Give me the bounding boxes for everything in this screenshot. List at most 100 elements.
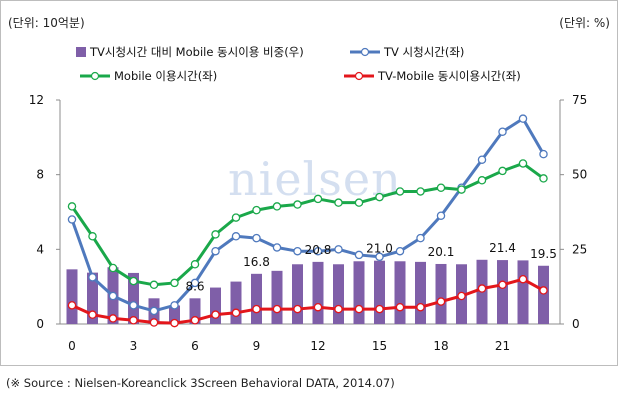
line-tv-time-point: [67, 215, 77, 224]
line-tv-time-point: [231, 232, 241, 241]
line-tv-mobile-time-point: [231, 308, 241, 318]
line-tv-time-point: [334, 245, 343, 254]
line-mobile-time-point: [477, 176, 487, 185]
bar-data-label: 8.6: [185, 279, 204, 293]
line-mobile-time-point: [539, 174, 548, 183]
line-tv-time-point: [293, 246, 302, 256]
left-tick-label: 0: [36, 317, 44, 331]
line-tv-time-point: [108, 291, 118, 301]
line-mobile-time-point: [375, 192, 384, 202]
bar-mobile-share: [169, 305, 180, 324]
bar-mobile-share: [394, 261, 406, 324]
line-tv-mobile-time-point: [170, 318, 179, 328]
bar-mobile-share: [415, 261, 426, 324]
line-mobile-time-point: [67, 202, 77, 211]
bar-mobile-share: [292, 264, 303, 324]
line-tv-time-point: [436, 211, 446, 220]
x-tick-label: 9: [253, 339, 261, 353]
left-tick-label: 12: [29, 93, 44, 107]
bar-mobile-share: [210, 287, 221, 324]
right-tick-label: 0: [572, 317, 580, 331]
line-mobile-time-point: [211, 230, 220, 239]
line-mobile-time-point: [129, 276, 138, 286]
chart-frame: [0, 0, 618, 366]
bar-mobile-share: [353, 261, 365, 324]
bar-mobile-share: [517, 260, 529, 324]
line-mobile-time-point: [293, 200, 302, 209]
line-mobile-time-point: [334, 198, 343, 207]
bar-data-label: 16.8: [243, 255, 270, 269]
line-tv-mobile-time-point: [395, 302, 405, 312]
line-mobile-time-point: [457, 185, 466, 194]
line-mobile-time-point: [108, 263, 118, 273]
line-tv-mobile-time-point: [457, 291, 466, 301]
line-tv-mobile-time-point: [272, 304, 282, 314]
line-tv-time-point: [88, 273, 97, 282]
line-tv-time-point: [190, 278, 200, 288]
legend-item-both: TV-Mobile 동시이용시간(좌): [344, 68, 521, 84]
line-mobile-time-point: [395, 187, 405, 196]
line-tv-mobile-time-point: [190, 316, 200, 325]
bar-mobile-share: [66, 269, 78, 324]
line-tv-time-point: [477, 155, 487, 164]
line-tv-mobile-time-point: [293, 304, 302, 314]
bar-mobile-share: [189, 298, 201, 324]
bar-data-label: 20.1: [428, 245, 455, 259]
line-tv-time-point: [354, 250, 364, 260]
line-tv-time-point: [375, 252, 384, 262]
line-mobile-time-point: [416, 187, 425, 196]
line-tv-mobile-time-point: [518, 274, 528, 284]
legend-label: TV 시청시간(좌): [384, 45, 465, 59]
bar-mobile-share: [374, 260, 385, 324]
x-tick-label: 6: [191, 339, 199, 353]
bar-mobile-share: [435, 263, 447, 324]
line-tv-mobile-time-point: [149, 318, 159, 327]
line-tv-mobile-time-point: [211, 310, 220, 319]
line-mobile-time-point: [252, 205, 261, 215]
legend-item-tv: TV 시청시간(좌): [350, 44, 464, 60]
x-tick-label: 21: [495, 339, 510, 353]
bar-mobile-share: [538, 265, 549, 324]
bar-data-label: 21.4: [489, 241, 516, 255]
line-mobile-time-point: [313, 194, 323, 204]
combo-chart: 0 4 8 12 0 25 50 75 0 3 6 9 12 15 18 21 8.6 16.8 20.8 21.0 2…: [29, 93, 588, 353]
legend-label: Mobile 이용시간(좌): [114, 69, 218, 83]
legend-both-swatch: [344, 71, 374, 81]
line-mobile-time-point: [436, 183, 446, 192]
bar-data-label: 19.5: [530, 247, 557, 261]
bar-mobile-share: [333, 264, 344, 324]
line-tv-time-point: [498, 127, 507, 136]
line-tv-mobile-time: [71, 277, 545, 325]
line-mobile-time-point: [272, 202, 282, 211]
bar-mobile-share: [230, 281, 242, 324]
x-tick-label: 15: [372, 339, 387, 353]
line-tv-mobile-time-point: [129, 316, 138, 325]
line-mobile-time-point: [518, 159, 528, 168]
line-tv-mobile-time-point: [354, 304, 364, 314]
right-axis-unit: (단위: %): [559, 16, 610, 30]
bar-data-label: 21.0: [366, 242, 393, 256]
line-tv-mobile-time-point: [436, 297, 446, 306]
right-tick-label: 75: [572, 93, 587, 107]
line-tv-mobile-time-point: [375, 304, 384, 314]
line-tv-mobile-time-point: [334, 304, 343, 314]
bar-mobile-share: [497, 260, 508, 324]
source-note: (※ Source : Nielsen-Koreanclick 3Screen …: [6, 376, 395, 390]
line-tv-mobile-time-point: [67, 301, 77, 310]
line-tv-mobile-time-point: [498, 280, 507, 290]
bar-mobile-share: [251, 273, 262, 324]
line-tv-mobile-time-point: [88, 310, 97, 319]
line-mobile-time-point: [149, 280, 159, 290]
right-tick-label: 50: [572, 168, 587, 182]
legend-item-bar: TV시청시간 대비 Mobile 동시이용 비중(우): [76, 44, 304, 60]
line-tv-time-point: [129, 301, 138, 310]
line-tv-time-point: [313, 246, 323, 256]
bar-mobile-share: [312, 261, 324, 324]
line-tv-time-point: [395, 246, 405, 256]
bar-mobile-share: [128, 272, 139, 324]
legend-mobile-swatch: [80, 71, 110, 81]
line-tv-mobile-time-point: [108, 314, 118, 323]
left-tick-label: 4: [36, 242, 44, 256]
legend-label: TV시청시간 대비 Mobile 동시이용 비중(우): [90, 45, 304, 59]
line-mobile-time-point: [231, 213, 241, 222]
